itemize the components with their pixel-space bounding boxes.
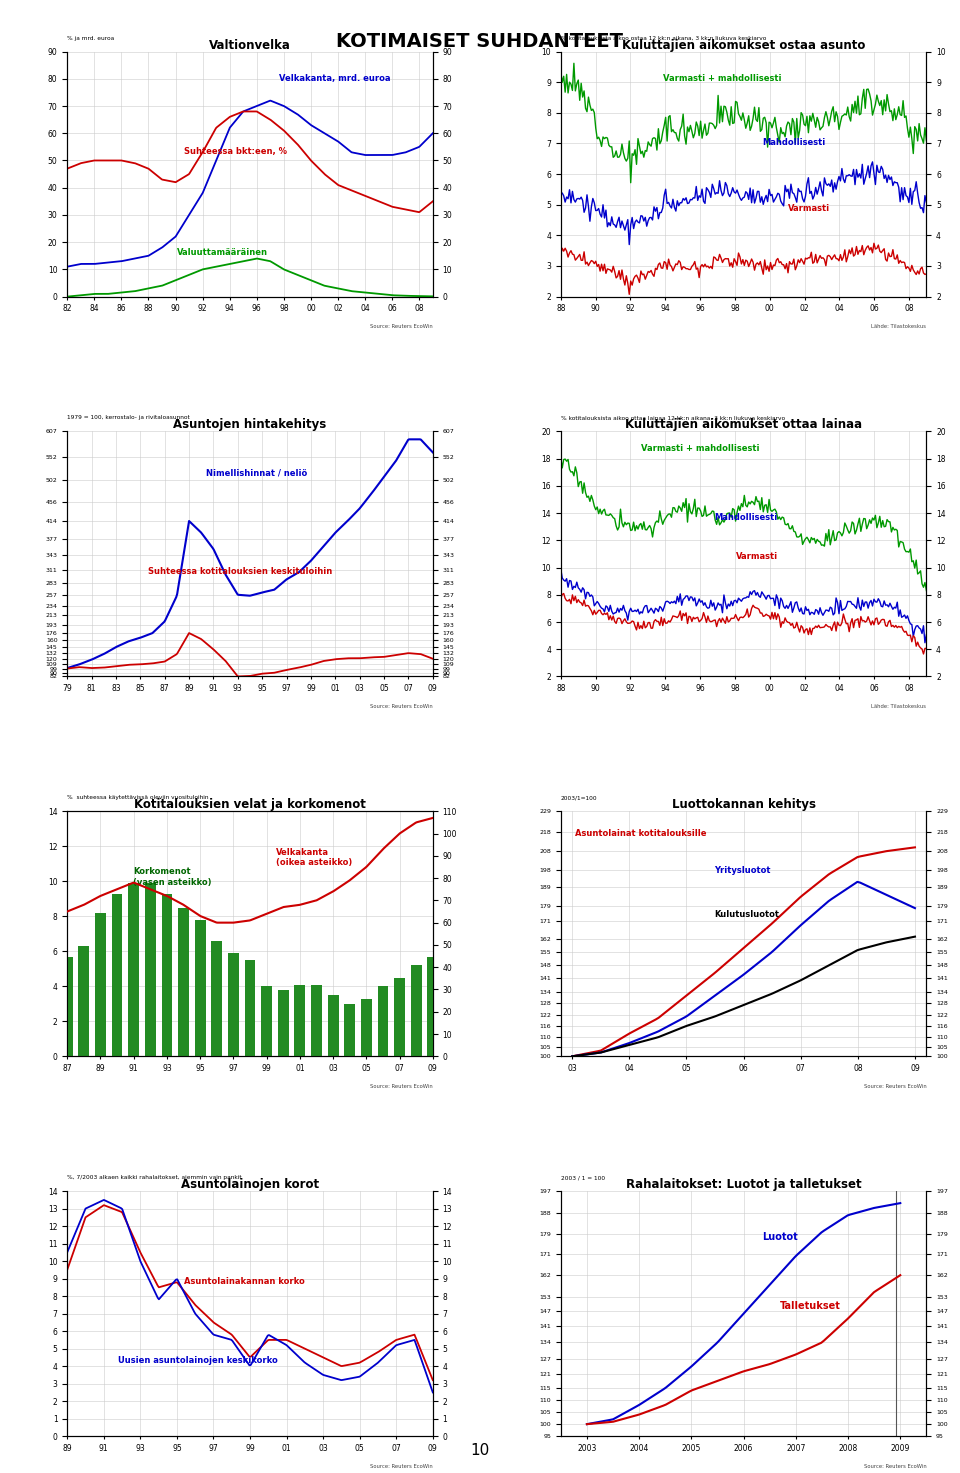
Bar xyxy=(129,882,139,1056)
Text: Source: Reuters EcoWin: Source: Reuters EcoWin xyxy=(370,324,433,330)
Text: Varmasti + mahdollisesti: Varmasti + mahdollisesti xyxy=(663,74,781,82)
Title: Valtionvelka: Valtionvelka xyxy=(209,38,291,52)
Bar xyxy=(311,984,322,1056)
Text: % kotitalouksista aikoo ottaa lainaa 12 kk:n aikana, 3 kk:n liukuva keskiarvo: % kotitalouksista aikoo ottaa lainaa 12 … xyxy=(561,415,785,420)
Text: Uusien asuntolainojen keskikorko: Uusien asuntolainojen keskikorko xyxy=(118,1355,278,1364)
Title: Rahalaitokset: Luotot ja talletukset: Rahalaitokset: Luotot ja talletukset xyxy=(626,1178,861,1192)
Text: Nimellishinnat / neliö: Nimellishinnat / neliö xyxy=(206,468,307,477)
Text: 2003 / 1 = 100: 2003 / 1 = 100 xyxy=(561,1175,605,1180)
Text: Talletukset: Talletukset xyxy=(780,1301,841,1311)
Text: Suhteessa kotitalouksien keskituloihin: Suhteessa kotitalouksien keskituloihin xyxy=(148,567,332,576)
Title: Asuntojen hintakehitys: Asuntojen hintakehitys xyxy=(174,418,326,432)
Text: Source: Reuters EcoWin: Source: Reuters EcoWin xyxy=(864,1464,926,1469)
Text: Source: Reuters EcoWin: Source: Reuters EcoWin xyxy=(864,1084,926,1089)
Bar xyxy=(195,919,205,1056)
Text: KOTIMAISET SUHDANTEET: KOTIMAISET SUHDANTEET xyxy=(337,32,623,50)
Text: Lähde: Tilastokeskus: Lähde: Tilastokeskus xyxy=(872,324,926,330)
Bar xyxy=(179,907,189,1056)
Text: Korkomenot
(vasen asteikko): Korkomenot (vasen asteikko) xyxy=(133,868,211,887)
Bar xyxy=(377,987,389,1056)
Bar xyxy=(361,999,372,1056)
Bar xyxy=(161,894,172,1056)
Text: Source: Reuters EcoWin: Source: Reuters EcoWin xyxy=(370,1464,433,1469)
Text: Yritysluotot: Yritysluotot xyxy=(714,866,771,875)
Bar xyxy=(61,956,73,1056)
Bar xyxy=(95,913,106,1056)
Bar xyxy=(395,978,405,1056)
Text: Valuuttamääräinen: Valuuttamääräinen xyxy=(177,247,268,256)
Bar xyxy=(79,946,89,1056)
Title: Kuluttajien aikomukset ostaa asunto: Kuluttajien aikomukset ostaa asunto xyxy=(622,38,865,52)
Text: %  suhteessa käytettävissä oleviin vuosituloihin: % suhteessa käytettävissä oleviin vuosit… xyxy=(67,795,208,800)
Text: Lähde: Tilastokeskus: Lähde: Tilastokeskus xyxy=(872,704,926,710)
Text: Varmasti + mahdollisesti: Varmasti + mahdollisesti xyxy=(641,443,759,454)
Text: % ja mrd. euroa: % ja mrd. euroa xyxy=(67,35,114,41)
Text: Varmasti: Varmasti xyxy=(787,203,829,212)
Text: Mahdollisesti: Mahdollisesti xyxy=(714,513,778,521)
Text: Source: Reuters EcoWin: Source: Reuters EcoWin xyxy=(370,1084,433,1089)
Bar xyxy=(427,956,438,1056)
Text: Kulutusluotot: Kulutusluotot xyxy=(714,910,780,919)
Title: Luottokannan kehitys: Luottokannan kehitys xyxy=(672,798,816,812)
Bar xyxy=(295,984,305,1056)
Text: % kotitalouksista aikoo ostaa 12 kk:n aikana, 3 kk:n liukuva keskiarvo: % kotitalouksista aikoo ostaa 12 kk:n ai… xyxy=(561,35,766,41)
Text: Velkakanta
(oikea asteikko): Velkakanta (oikea asteikko) xyxy=(276,848,352,868)
Bar xyxy=(211,941,222,1056)
Text: 1979 = 100, kerrostalo- ja rivitaloasunnot: 1979 = 100, kerrostalo- ja rivitaloasunn… xyxy=(67,415,190,420)
Bar xyxy=(345,1003,355,1056)
Text: %, 7/2003 alkaen kaikki rahalaitokset, aiemmin vain pankit: %, 7/2003 alkaen kaikki rahalaitokset, a… xyxy=(67,1175,242,1180)
Text: Velkakanta, mrd. euroa: Velkakanta, mrd. euroa xyxy=(279,74,391,82)
Text: Source: Reuters EcoWin: Source: Reuters EcoWin xyxy=(370,704,433,710)
Bar xyxy=(261,987,272,1056)
Bar xyxy=(245,960,255,1056)
Bar xyxy=(277,990,289,1056)
Title: Asuntolainojen korot: Asuntolainojen korot xyxy=(180,1178,319,1192)
Title: Kuluttajien aikomukset ottaa lainaa: Kuluttajien aikomukset ottaa lainaa xyxy=(625,418,862,432)
Title: Kotitalouksien velat ja korkomenot: Kotitalouksien velat ja korkomenot xyxy=(134,798,366,812)
Text: 10: 10 xyxy=(470,1444,490,1458)
Text: Mahdollisesti: Mahdollisesti xyxy=(762,137,826,147)
Bar xyxy=(145,882,156,1056)
Bar xyxy=(111,894,123,1056)
Text: Suhteessa bkt:een, %: Suhteessa bkt:een, % xyxy=(184,147,287,156)
Text: 2003/1=100: 2003/1=100 xyxy=(561,795,597,800)
Bar xyxy=(411,965,421,1056)
Text: Asuntolainakannan korko: Asuntolainakannan korko xyxy=(184,1277,305,1286)
Text: Asuntolainat kotitalouksille: Asuntolainat kotitalouksille xyxy=(575,829,707,838)
Bar xyxy=(228,953,239,1056)
Text: Luotot: Luotot xyxy=(762,1231,798,1242)
Bar xyxy=(327,996,339,1056)
Text: Varmasti: Varmasti xyxy=(736,552,779,561)
